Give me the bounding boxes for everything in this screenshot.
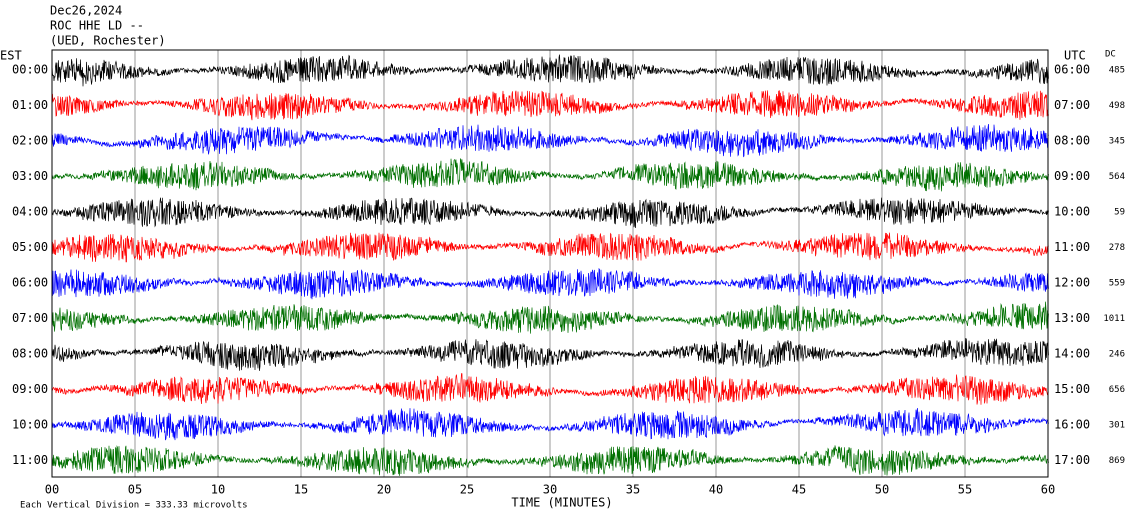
utc-label: 12:00 (1054, 276, 1090, 290)
trace (51, 301, 1049, 334)
dc-value: 498 (1109, 101, 1125, 111)
est-label: 10:00 (12, 418, 48, 432)
header-line: (UED, Rochester) (50, 34, 166, 48)
dc-value: 301 (1109, 421, 1125, 431)
utc-label: 17:00 (1054, 453, 1090, 467)
est-label: 06:00 (12, 276, 48, 290)
est-label: 11:00 (12, 453, 48, 467)
utc-label: 07:00 (1054, 98, 1090, 112)
dc-value: 485 (1109, 66, 1125, 76)
x-tick-label: 50 (875, 483, 889, 497)
x-axis-label: TIME (MINUTES) (511, 496, 612, 510)
est-label: 09:00 (12, 382, 48, 396)
est-label: 07:00 (12, 311, 48, 325)
trace (51, 338, 1049, 371)
utc-label: 15:00 (1054, 382, 1090, 396)
x-tick-label: 35 (626, 483, 640, 497)
x-tick-label: 25 (460, 483, 474, 497)
plot-frame (51, 49, 1049, 478)
utc-label: 08:00 (1054, 134, 1090, 148)
header-line: ROC HHE LD -- (50, 19, 144, 33)
est-label: 01:00 (12, 98, 48, 112)
utc-label: 10:00 (1054, 205, 1090, 219)
x-tick-label: 00 (45, 483, 59, 497)
trace (51, 123, 1049, 158)
right-axis-label: UTC (1064, 49, 1086, 63)
dc-value: 564 (1109, 172, 1125, 182)
dc-value: 869 (1109, 456, 1125, 466)
utc-label: 06:00 (1054, 63, 1090, 77)
dc-value: 278 (1109, 243, 1125, 253)
dc-value: 559 (1109, 279, 1125, 289)
dc-value: 656 (1109, 385, 1125, 395)
trace (51, 158, 1049, 192)
est-label: 05:00 (12, 240, 48, 254)
utc-label: 09:00 (1054, 169, 1090, 183)
trace (51, 267, 1049, 300)
est-label: 03:00 (12, 169, 48, 183)
dc-value: 345 (1109, 137, 1125, 147)
dc-value: 59 (1114, 208, 1125, 218)
x-tick-label: 15 (294, 483, 308, 497)
utc-label: 11:00 (1054, 240, 1090, 254)
x-tick-label: 20 (377, 483, 391, 497)
trace (51, 54, 1049, 87)
trace (51, 373, 1049, 405)
trace (51, 232, 1049, 263)
trace (51, 197, 1049, 228)
est-label: 02:00 (12, 134, 48, 148)
trace (51, 408, 1049, 441)
x-tick-label: 55 (958, 483, 972, 497)
trace (51, 90, 1049, 121)
est-label: 04:00 (12, 205, 48, 219)
dc-value: 1011 (1103, 314, 1125, 324)
est-label: 08:00 (12, 347, 48, 361)
x-tick-label: 10 (211, 483, 225, 497)
dc-label: DC (1105, 50, 1116, 60)
scale-note: Each Vertical Division = 333.33 microvol… (20, 501, 248, 511)
utc-label: 13:00 (1054, 311, 1090, 325)
x-tick-label: 40 (709, 483, 723, 497)
utc-label: 14:00 (1054, 347, 1090, 361)
trace (51, 445, 1049, 476)
dc-value: 246 (1109, 350, 1125, 360)
utc-label: 16:00 (1054, 418, 1090, 432)
x-tick-label: 30 (543, 483, 557, 497)
header-line: Dec26,2024 (50, 4, 122, 18)
est-label: 00:00 (12, 63, 48, 77)
x-tick-label: 05 (128, 483, 142, 497)
x-tick-label: 60 (1041, 483, 1055, 497)
x-tick-label: 45 (792, 483, 806, 497)
left-axis-label: EST (0, 49, 22, 63)
